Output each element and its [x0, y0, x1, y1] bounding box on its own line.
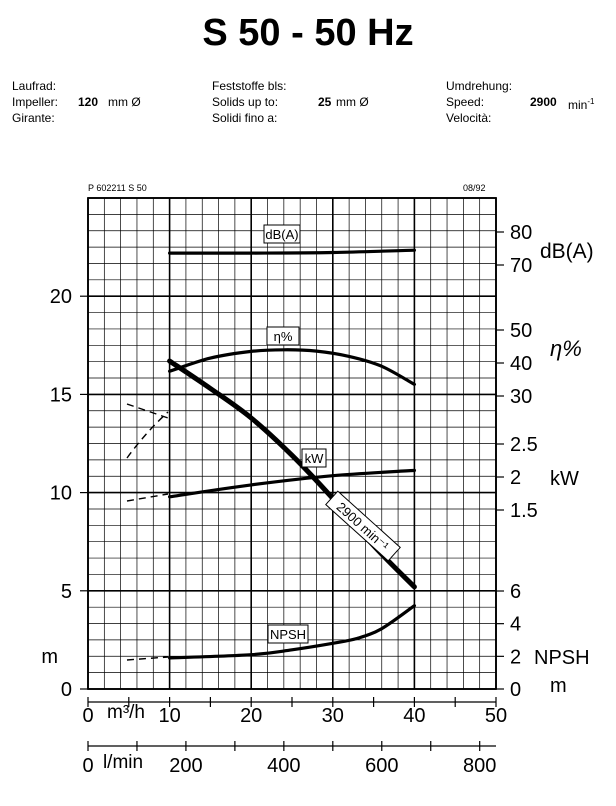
right-label-npsh: NPSH [534, 647, 590, 669]
x-tick-label-2: 600 [365, 755, 398, 777]
right-tick-label: 1.5 [510, 500, 538, 522]
label-dba-group: dB(A) [263, 224, 301, 244]
right-tick-label: 6 [510, 581, 521, 603]
chart-date: 08/92 [463, 183, 486, 193]
label-head-group: 2900 min⁻¹ [325, 490, 401, 562]
left-tick-label: 10 [50, 483, 72, 505]
x-axis-unit-2: l/min [103, 752, 143, 773]
right-label-kw: kW [550, 468, 579, 490]
right-tick-label: 2 [510, 646, 521, 668]
solids-label-de: Feststoffe bls: [212, 79, 287, 93]
solids-label-it: Solidi fino a: [212, 111, 278, 125]
left-tick-label: 15 [50, 384, 72, 406]
solids-unit: mm Ø [336, 95, 369, 109]
right-tick-label: 50 [510, 320, 532, 342]
label-dba: dB(A) [265, 227, 298, 242]
x-tick-label-2: 200 [169, 755, 202, 777]
right-tick-label: 80 [510, 222, 532, 244]
label-dba-box [263, 224, 301, 244]
x-tick-label-2: 400 [267, 755, 300, 777]
label-npsh: NPSH [270, 627, 306, 642]
impeller-label-en: Impeller: [12, 95, 59, 109]
x-tick-label-2: 800 [463, 755, 496, 777]
x-tick-label-2: 0 [82, 755, 93, 777]
x-tick-label-1: 10 [158, 705, 180, 727]
grid [87, 197, 497, 690]
speed-exp: -1 [587, 97, 595, 106]
right-tick-label: 70 [510, 255, 532, 277]
right-tick-label: 0 [510, 679, 521, 701]
impeller-spec: Laufrad: Impeller: 120 mm Ø Girante: [12, 78, 141, 126]
right-tick-label: 40 [510, 353, 532, 375]
right-tick-label: 30 [510, 386, 532, 408]
speed-value: 2900 [530, 95, 557, 109]
speed-label-de: Umdrehung: [446, 79, 513, 93]
label-eta-group: η% [266, 326, 300, 346]
power-curve [168, 468, 416, 499]
x-tick-label-1: 40 [403, 705, 425, 727]
npsh-curve-extension [126, 656, 169, 661]
x-tick-label-1: 20 [240, 705, 262, 727]
solids-label-en: Solids up to: [212, 95, 279, 109]
x-tick-label-1: 50 [485, 705, 507, 727]
label-kw-group: kW [301, 448, 327, 468]
chart-code: P 602211 S 50 [88, 183, 147, 193]
efficiency-curve [168, 348, 416, 386]
speed-spec: Umdrehung: Speed: 2900 min-1 Velocità: [446, 78, 594, 126]
impeller-label-it: Girante: [12, 111, 55, 125]
solids-spec: Feststoffe bls: Solids up to: 25 mm Ø So… [212, 78, 369, 126]
left-axis-unit: m [41, 646, 58, 668]
right-tick-label: 4 [510, 614, 521, 636]
right-tick-label: 2.5 [510, 434, 538, 456]
head-curve-extension [126, 403, 169, 419]
right-tick-label: 2 [510, 467, 521, 489]
power-curve-extension [126, 493, 169, 502]
label-head-box [325, 490, 401, 562]
x-axis-unit-1: m³/h [107, 702, 145, 723]
left-tick-label: 5 [61, 581, 72, 603]
label-eta: η% [274, 329, 293, 344]
left-tick-label: 20 [50, 286, 72, 308]
speed-unit: min [568, 98, 588, 112]
solids-value: 25 [318, 95, 332, 109]
right-label-eta: η% [550, 336, 582, 361]
label-kw-box [301, 448, 327, 468]
efficiency-curve-extension [126, 411, 169, 459]
label-head: 2900 min⁻¹ [334, 499, 393, 554]
speed-label-it: Velocità: [446, 111, 492, 125]
x-tick-label-1: 30 [322, 705, 344, 727]
label-npsh-group: NPSH [267, 624, 309, 644]
label-npsh-box [267, 624, 309, 644]
right-label-dba: dB(A) [540, 240, 594, 263]
left-tick-label: 0 [61, 679, 72, 701]
impeller-unit: mm Ø [108, 95, 141, 109]
x-tick-label-1: 0 [82, 705, 93, 727]
speed-label-en: Speed: [446, 95, 485, 109]
impeller-value: 120 [78, 95, 99, 109]
noise-curve [168, 248, 416, 255]
right-label-npsh-m: m [550, 675, 567, 697]
label-kw: kW [305, 451, 325, 466]
label-eta-box [266, 326, 300, 346]
page-title: S 50 - 50 Hz [202, 12, 414, 54]
impeller-label-de: Laufrad: [12, 79, 57, 93]
npsh-curve [168, 604, 416, 660]
